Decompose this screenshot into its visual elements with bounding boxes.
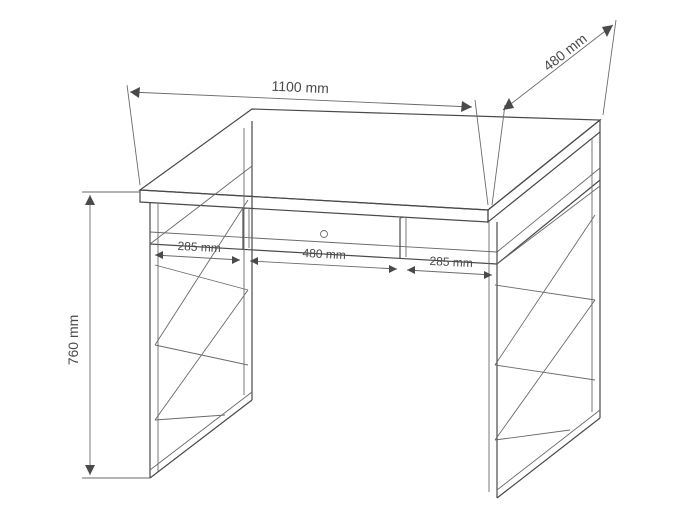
right-side-decor (495, 215, 595, 440)
tabletop-top-face (140, 109, 600, 210)
dim-compartments: 285 mm 480 mm 285 mm (155, 239, 492, 279)
tabletop-front-edge (140, 190, 488, 222)
dim-comp-left-label: 285 mm (177, 239, 221, 255)
dim-comp-right-label: 285 mm (429, 254, 473, 270)
dim-depth: 480 mm (492, 20, 616, 205)
dim-height: 760 mm (65, 192, 150, 478)
dim-comp-center-label: 480 mm (302, 246, 346, 262)
tabletop-right-edge (488, 120, 600, 222)
desk-drawing: 1100 mm 480 mm 760 mm 285 mm 480 mm 28 (0, 0, 679, 532)
dim-width: 1100 mm (127, 78, 488, 205)
dim-depth-label: 480 mm (540, 30, 590, 74)
dim-width-label: 1100 mm (271, 78, 329, 96)
dim-height-label: 760 mm (65, 315, 81, 366)
